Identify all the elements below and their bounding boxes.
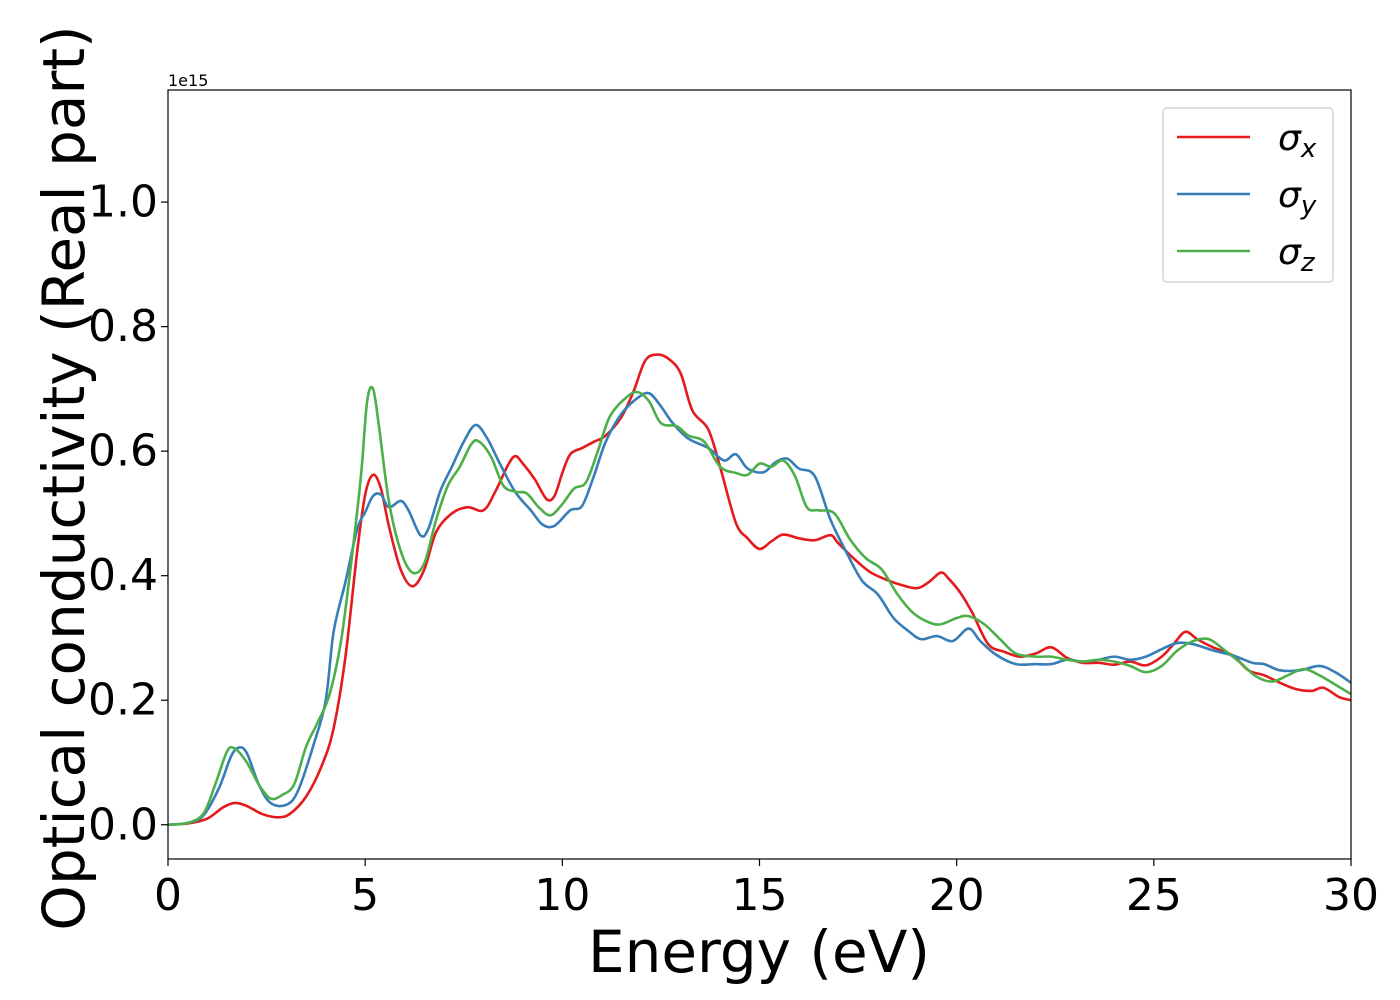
x-tick-label: 10 xyxy=(534,870,590,921)
y-tick-label: 0.4 xyxy=(88,550,158,601)
plot-area xyxy=(168,353,1351,827)
series-line-x xyxy=(168,353,1351,827)
y-axis-label: Optical conductivity (Real part) xyxy=(30,25,98,930)
y-axis: 0.0 0.2 0.4 0.6 0.8 1.0 xyxy=(88,177,168,850)
x-tick-label: 20 xyxy=(929,870,985,921)
x-tick-label: 25 xyxy=(1126,870,1182,921)
y-tick-label: 1.0 xyxy=(88,177,158,228)
x-tick-label: 0 xyxy=(154,870,182,921)
y-tick-label: 0.2 xyxy=(88,675,158,726)
series-line-y xyxy=(168,391,1351,827)
series-line-z xyxy=(168,385,1351,827)
legend-label-y: σy xyxy=(1278,175,1317,221)
x-tick-label: 5 xyxy=(351,870,379,921)
legend: σx σy σz xyxy=(1162,107,1334,283)
y-tick-label: 0.0 xyxy=(88,799,158,850)
legend-label-z: σz xyxy=(1278,232,1316,278)
x-tick-label: 30 xyxy=(1323,870,1379,921)
x-axis-label: Energy (eV) xyxy=(588,918,930,986)
y-offset-text: 1e15 xyxy=(168,71,208,90)
plot-frame xyxy=(167,89,1352,860)
x-tick-label: 15 xyxy=(732,870,788,921)
y-axis-label-group: Optical conductivity (Real part) xyxy=(30,25,98,930)
y-tick-label: 0.6 xyxy=(88,426,158,477)
y-tick-label: 0.8 xyxy=(88,301,158,352)
x-axis: 0 5 10 15 20 25 30 xyxy=(154,859,1379,921)
legend-label-x: σx xyxy=(1278,118,1317,164)
